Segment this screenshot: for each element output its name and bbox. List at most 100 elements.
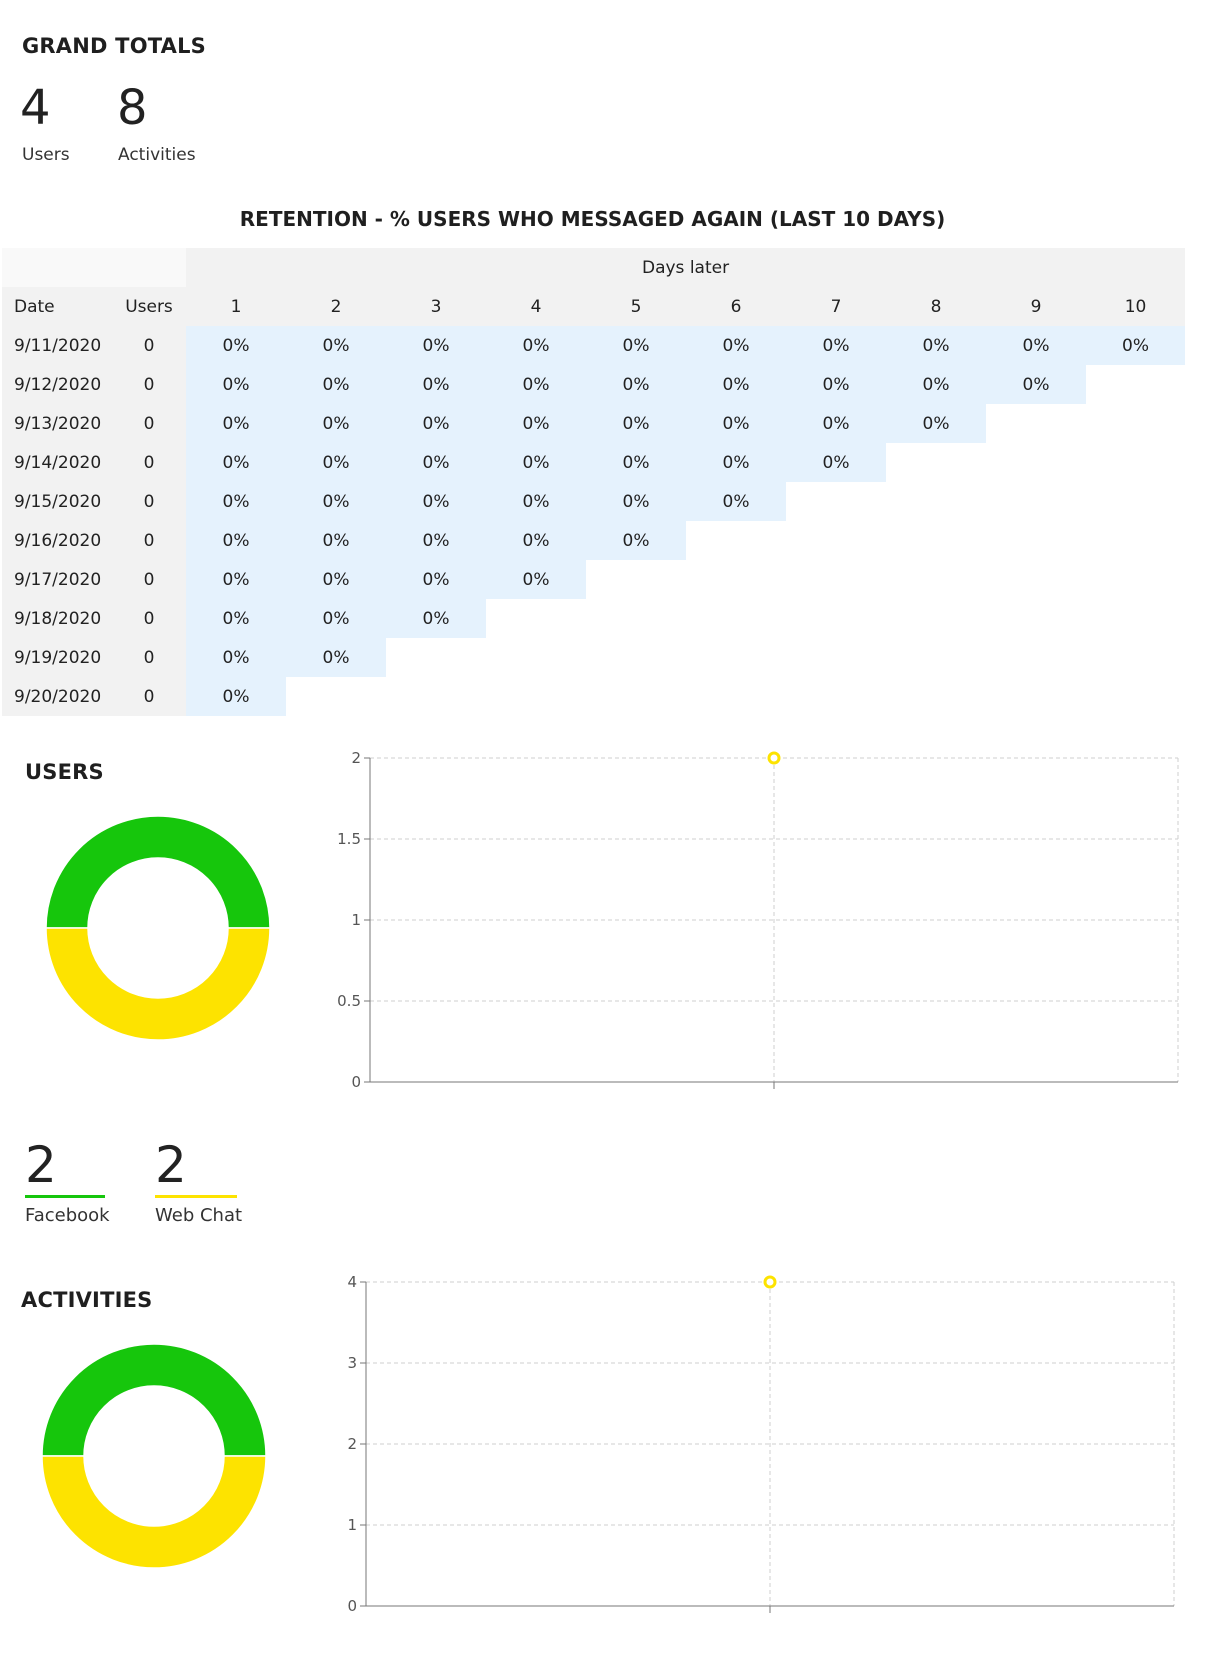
retention-cell: 0%: [886, 326, 986, 365]
empty-cell: [586, 677, 686, 716]
y-tick-label: 0.5: [337, 992, 361, 1010]
row-users: 0: [112, 365, 186, 404]
row-date: 9/17/2020: [2, 560, 112, 599]
empty-cell: [386, 638, 486, 677]
retention-cell: 0%: [486, 326, 586, 365]
empty-cell: [886, 560, 986, 599]
y-tick-label: 1: [351, 911, 361, 929]
y-tick-label: 2: [347, 1435, 357, 1453]
empty-cell: [886, 677, 986, 716]
retention-table: Days later Date Users 1 2 3 4 5 6 7 8 9 10 9/11/2…: [2, 248, 1186, 716]
row-users: 0: [112, 599, 186, 638]
activities-section-title: ACTIVITIES: [21, 1288, 153, 1312]
retention-row: 9/12/2020 0 0% 0% 0% 0% 0% 0% 0% 0% 0%: [2, 365, 1186, 404]
empty-cell: [1086, 482, 1186, 521]
data-point: [767, 751, 781, 765]
activities-donut-chart: [41, 1343, 267, 1569]
donut-slice-facebook: [45, 815, 271, 929]
users-donut-chart: [45, 815, 271, 1041]
retention-cell: 0%: [186, 638, 286, 677]
total-activities-label: Activities: [118, 145, 196, 165]
retention-cell: 0%: [186, 365, 286, 404]
row-date: 9/11/2020: [2, 326, 112, 365]
empty-cell: [386, 677, 486, 716]
retention-cell: 0%: [986, 365, 1086, 404]
retention-cell: 0%: [286, 560, 386, 599]
retention-cell: 0%: [486, 521, 586, 560]
date-header: Date: [2, 287, 112, 326]
empty-cell: [686, 638, 786, 677]
retention-cell: 0%: [1086, 326, 1186, 365]
day-header: 1: [186, 287, 286, 326]
empty-cell: [586, 638, 686, 677]
retention-cell: 0%: [286, 404, 386, 443]
retention-cell: 0%: [286, 326, 386, 365]
column-header-row: Date Users 1 2 3 4 5 6 7 8 9 10: [2, 287, 1186, 326]
retention-cell: 0%: [586, 404, 686, 443]
empty-cell: [686, 521, 786, 560]
empty-cell: [886, 599, 986, 638]
retention-cell: 0%: [486, 443, 586, 482]
empty-cell: [1086, 599, 1186, 638]
empty-cell: [286, 677, 386, 716]
empty-cell: [1086, 638, 1186, 677]
row-date: 9/13/2020: [2, 404, 112, 443]
y-tick-label: 4: [347, 1273, 357, 1291]
empty-cell: [486, 638, 586, 677]
retention-cell: 0%: [886, 365, 986, 404]
row-date: 9/16/2020: [2, 521, 112, 560]
empty-cell: [686, 677, 786, 716]
retention-cell: 0%: [186, 599, 286, 638]
row-users: 0: [112, 521, 186, 560]
retention-cell: 0%: [286, 638, 386, 677]
empty-cell: [786, 560, 886, 599]
retention-cell: 0%: [486, 560, 586, 599]
day-header: 9: [986, 287, 1086, 326]
empty-cell: [786, 638, 886, 677]
retention-cell: 0%: [186, 404, 286, 443]
retention-cell: 0%: [686, 482, 786, 521]
day-header: 8: [886, 287, 986, 326]
retention-cell: 0%: [386, 404, 486, 443]
webchat-users-value: 2: [155, 1136, 187, 1194]
retention-cell: 0%: [186, 521, 286, 560]
days-later-row: Days later: [2, 248, 1186, 287]
retention-cell: 0%: [886, 404, 986, 443]
retention-cell: 0%: [486, 482, 586, 521]
retention-cell: 0%: [586, 365, 686, 404]
row-users: 0: [112, 638, 186, 677]
empty-cell: [1086, 404, 1186, 443]
retention-cell: 0%: [686, 326, 786, 365]
empty-cell: [986, 560, 1086, 599]
empty-cell: [886, 521, 986, 560]
retention-row: 9/14/2020 0 0% 0% 0% 0% 0% 0% 0%: [2, 443, 1186, 482]
empty-cell: [686, 560, 786, 599]
retention-cell: 0%: [286, 443, 386, 482]
row-date: 9/14/2020: [2, 443, 112, 482]
y-tick-label: 0: [347, 1597, 357, 1615]
day-header: 4: [486, 287, 586, 326]
empty-cell: [786, 521, 886, 560]
facebook-underline: [25, 1195, 105, 1198]
empty-cell: [486, 677, 586, 716]
empty-cell: [886, 482, 986, 521]
retention-row: 9/17/2020 0 0% 0% 0% 0%: [2, 560, 1186, 599]
retention-cell: 0%: [186, 443, 286, 482]
empty-cell: [1086, 560, 1186, 599]
retention-row: 9/18/2020 0 0% 0% 0%: [2, 599, 1186, 638]
retention-row: 9/20/2020 0 0%: [2, 677, 1186, 716]
y-tick-label: 3: [347, 1354, 357, 1372]
empty-cell: [1086, 365, 1186, 404]
row-users: 0: [112, 326, 186, 365]
row-users: 0: [112, 404, 186, 443]
retention-cell: 0%: [386, 443, 486, 482]
retention-cell: 0%: [186, 482, 286, 521]
retention-cell: 0%: [686, 365, 786, 404]
retention-cell: 0%: [186, 677, 286, 716]
retention-row: 9/19/2020 0 0% 0%: [2, 638, 1186, 677]
retention-row: 9/13/2020 0 0% 0% 0% 0% 0% 0% 0% 0%: [2, 404, 1186, 443]
empty-cell: [986, 521, 1086, 560]
users-section-title: USERS: [25, 760, 104, 784]
webchat-underline: [155, 1195, 237, 1198]
retention-cell: 0%: [586, 521, 686, 560]
